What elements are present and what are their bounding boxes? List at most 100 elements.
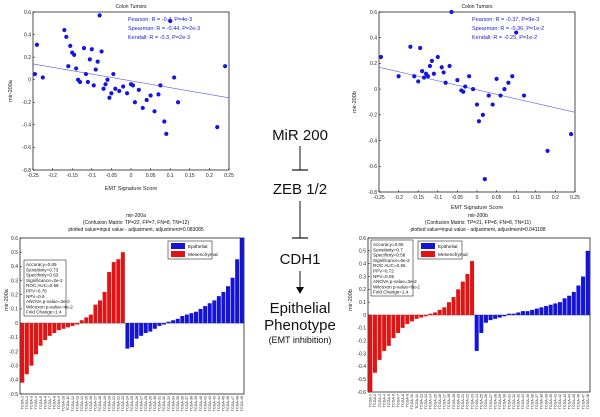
data-point	[467, 74, 472, 79]
bar	[207, 303, 212, 324]
bar	[507, 313, 512, 315]
stat-line: Accuracy=0.69	[26, 262, 57, 267]
bar	[125, 323, 130, 349]
y-tick-label: 0.6	[359, 236, 366, 242]
data-point	[83, 71, 89, 77]
x-tick-label: TCGA-29	[498, 394, 502, 409]
x-tick-label: TCGA-16	[89, 396, 93, 411]
x-tick-label: TCGA-39	[544, 394, 548, 409]
bar	[437, 309, 442, 315]
bar	[20, 323, 25, 383]
x-tick-label: TCGA-30	[503, 394, 507, 409]
x-tick-label: TCGA-3	[30, 396, 34, 409]
bar	[162, 323, 166, 325]
x-tick-label: 0.25	[570, 195, 580, 201]
node-cdh1: CDH1	[280, 251, 321, 268]
bar	[553, 303, 558, 315]
x-tick-label: 0.2	[206, 173, 213, 179]
x-tick-label: -0.1	[433, 195, 442, 201]
data-point	[164, 131, 169, 136]
x-tick-label: TCGA-11	[415, 394, 419, 409]
stat-line: ANOVA p-value=3e-2	[26, 299, 70, 304]
bar	[134, 323, 139, 339]
data-point	[441, 70, 446, 75]
bar	[493, 315, 498, 319]
bar	[400, 315, 405, 328]
plot-frame	[378, 11, 576, 193]
x-tick-label: TCGA-9	[57, 396, 61, 409]
data-point	[420, 69, 425, 74]
x-tick-label: 0.25	[224, 173, 234, 179]
data-point	[476, 119, 482, 124]
bar	[102, 291, 107, 324]
bar	[230, 277, 235, 324]
x-tick-label: TCGA-1	[20, 396, 24, 409]
stat-line: PPV=0.76	[26, 289, 47, 294]
bar	[557, 302, 562, 315]
legend-swatch-mesenchymal	[421, 251, 435, 257]
x-tick-label: 0.15	[531, 195, 541, 201]
bar	[175, 318, 180, 324]
data-point	[416, 79, 421, 84]
y-tick-label: 0.6	[370, 10, 377, 16]
stat-line: Sensitivity=0.73	[26, 267, 59, 272]
data-point	[89, 47, 94, 52]
data-point	[510, 74, 515, 79]
stats-box	[23, 259, 67, 317]
bar	[75, 323, 80, 325]
data-point	[494, 76, 499, 81]
y-tick-label: -0.5	[9, 392, 18, 398]
x-tick-label: TCGA-2	[25, 396, 29, 409]
y-tick-label: -0.4	[22, 123, 31, 129]
y-tick-label: 0	[15, 321, 18, 327]
bar	[372, 315, 377, 373]
bar	[516, 312, 521, 315]
x-tick-label: -0.05	[106, 173, 118, 179]
x-tick-label: TCGA-9	[406, 394, 410, 407]
stat-line: Fold Change=1.4	[26, 310, 62, 315]
x-tick-label: TCGA-11	[66, 396, 70, 411]
spearman-stat: Spearman: R = -0.44, P=2e-3	[128, 26, 200, 32]
x-tick-label: TCGA-6	[392, 394, 396, 407]
y-tick-label: 0.5	[11, 250, 18, 256]
stat-line: Significance=2e-2	[26, 278, 63, 283]
bar	[534, 308, 539, 315]
bar	[38, 323, 43, 346]
x-tick-label: TCGA-13	[75, 396, 79, 411]
data-point	[66, 64, 71, 69]
x-tick-label: TCGA-17	[443, 394, 447, 409]
bar	[391, 315, 396, 339]
y-axis-label: mir-200b	[348, 289, 354, 311]
x-tick-label: 0.2	[552, 195, 559, 201]
bar	[194, 311, 198, 324]
x-tick-label: TCGA-21	[112, 396, 116, 411]
stat-line: ROC AUC=0.68	[26, 283, 59, 288]
y-tick-label: 0.2	[24, 55, 31, 61]
x-tick-label: 0.15	[185, 173, 195, 179]
scatter-panel-mir200a: Colon Tumors EMT Signature Score mir-200…	[8, 4, 234, 192]
x-tick-label: TCGA-34	[521, 394, 525, 409]
y-tick-label: 0.2	[370, 61, 377, 67]
x-tick-label: TCGA-46	[226, 396, 230, 411]
bar-panel-mir200b: mir-200b (Confusion Matrix: TP=21, FP=8,…	[348, 213, 591, 409]
y-tick-label: -0.1	[357, 326, 366, 332]
data-point	[107, 95, 112, 100]
x-axis-label: EMT Signature Score	[451, 205, 503, 211]
data-point	[435, 54, 440, 60]
data-point	[136, 87, 141, 92]
data-point	[109, 91, 114, 96]
x-tick-label: TCGA-23	[121, 396, 125, 411]
data-point	[117, 88, 122, 94]
stat-line: Wilcoxon p-value=6e-2	[373, 284, 420, 289]
y-tick-label: 0.6	[24, 10, 31, 16]
x-tick-label: TCGA-18	[98, 396, 102, 411]
x-tick-label: TCGA-40	[549, 394, 553, 409]
stat-line: Significance=6e-2	[373, 258, 410, 263]
bar	[226, 286, 230, 324]
data-point	[222, 64, 228, 69]
y-tick-label: -0.4	[368, 138, 377, 144]
bar-title: mir-200a	[126, 213, 146, 219]
x-tick-label: TCGA-25	[130, 396, 134, 411]
data-point	[470, 87, 476, 92]
x-tick-label: TCGA-4	[34, 396, 38, 409]
